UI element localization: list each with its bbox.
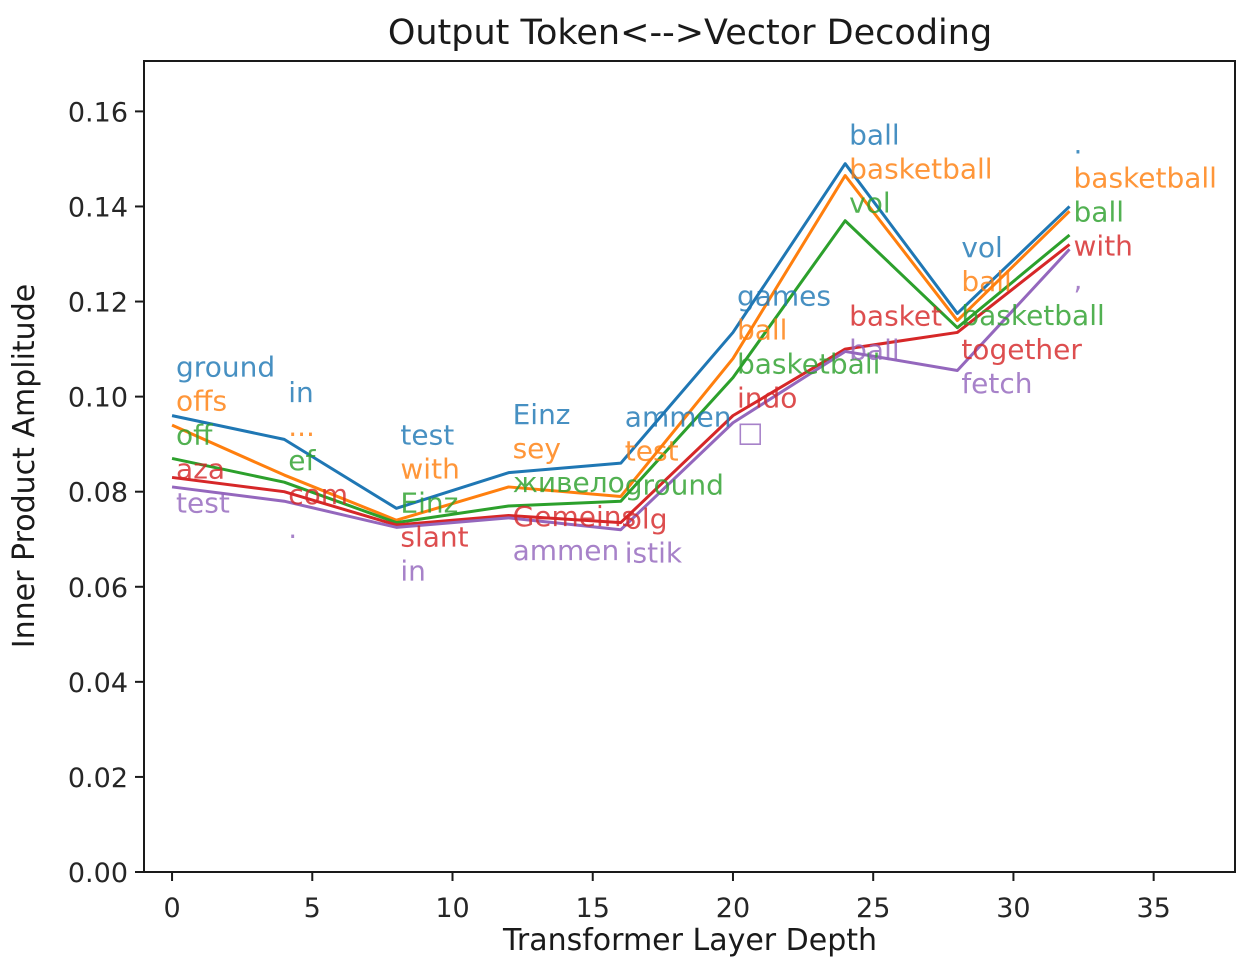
token-label: fetch: [961, 367, 1032, 400]
token-label: sey: [513, 432, 561, 465]
y-tick-label: 0.12: [68, 288, 128, 319]
line-series-purple: [171, 248, 1071, 532]
token-label: ball: [737, 313, 788, 346]
token-annotations: groundoffsoffazatestin...efcom.testwithE…: [176, 119, 1217, 588]
token-label: basketball: [849, 153, 992, 186]
token-label: ef: [288, 444, 316, 477]
token-label: Einz: [400, 487, 458, 520]
x-tick-label: 15: [576, 893, 610, 924]
x-tick-label: 0: [163, 893, 180, 924]
token-label: basketball: [1074, 161, 1217, 194]
x-tick-label: 30: [996, 893, 1030, 924]
y-tick-label: 0.04: [68, 668, 128, 699]
y-axis-ticks: 0.00 0.02 0.04 0.06 0.08 0.10 0.12 0.14 0.16: [68, 97, 144, 889]
token-label: test: [176, 487, 230, 520]
token-label: .: [288, 512, 297, 545]
token-label: vol: [961, 231, 1002, 264]
token-label: ground: [176, 351, 275, 384]
token-label: ground: [625, 469, 724, 502]
series-lines: [171, 162, 1071, 532]
x-tick-label: 20: [716, 893, 750, 924]
token-label: aza: [176, 453, 225, 486]
token-label: vol: [849, 187, 890, 220]
token-label: ball: [849, 119, 900, 152]
token-label: ...: [288, 410, 315, 443]
y-tick-label: 0.02: [68, 763, 128, 794]
token-label: com: [288, 478, 348, 511]
y-axis-label: Inner Product Amplitude: [7, 284, 42, 648]
token-label: ball: [849, 333, 900, 366]
token-label: basket: [849, 299, 942, 332]
token-label: in: [400, 555, 426, 588]
token-label: ammen: [625, 401, 732, 434]
token-label: Einz: [513, 398, 571, 431]
token-label: olg: [625, 503, 668, 536]
y-tick-label: 0.06: [68, 573, 128, 604]
token-label: in: [288, 376, 314, 409]
token-label: ,: [1074, 263, 1083, 296]
chart-title: Output Token<-->Vector Decoding: [388, 13, 992, 53]
line-series-red: [171, 243, 1071, 527]
token-label: ammen: [513, 534, 620, 567]
x-axis-ticks: 0 5 10 15 20 25 30 35: [163, 872, 1171, 924]
token-label: □: [737, 415, 763, 448]
token-label: slant: [400, 521, 468, 554]
line-series-green: [171, 219, 1071, 525]
token-label: basketball: [737, 347, 880, 380]
token-label: test: [625, 435, 679, 468]
x-tick-label: 35: [1136, 893, 1170, 924]
x-tick-label: 10: [435, 893, 469, 924]
token-label: Gemeins: [513, 500, 637, 533]
x-tick-label: 5: [304, 893, 321, 924]
token-label: with: [1074, 229, 1133, 262]
token-label: живело: [513, 466, 625, 499]
token-label: basketball: [961, 299, 1104, 332]
token-label: indo: [737, 381, 797, 414]
line-series-orange: [171, 174, 1071, 522]
line-series-blue: [171, 162, 1071, 510]
token-label: together: [961, 333, 1082, 366]
x-axis-label: Transformer Layer Depth: [502, 923, 877, 958]
x-tick-label: 25: [856, 893, 890, 924]
token-label: off: [176, 419, 213, 452]
y-tick-label: 0.00: [68, 858, 128, 889]
token-label: with: [400, 453, 459, 486]
token-label: .: [1074, 127, 1083, 160]
token-label: ball: [961, 265, 1012, 298]
plot-border: [143, 60, 1236, 873]
y-tick-label: 0.10: [68, 383, 128, 414]
token-label: offs: [176, 385, 227, 418]
y-tick-label: 0.14: [68, 192, 128, 223]
token-label: test: [400, 419, 454, 452]
token-label: ball: [1074, 195, 1125, 228]
token-label: games: [737, 279, 831, 312]
y-tick-label: 0.16: [68, 97, 128, 128]
y-tick-label: 0.08: [68, 478, 128, 509]
token-label: istik: [625, 537, 683, 570]
